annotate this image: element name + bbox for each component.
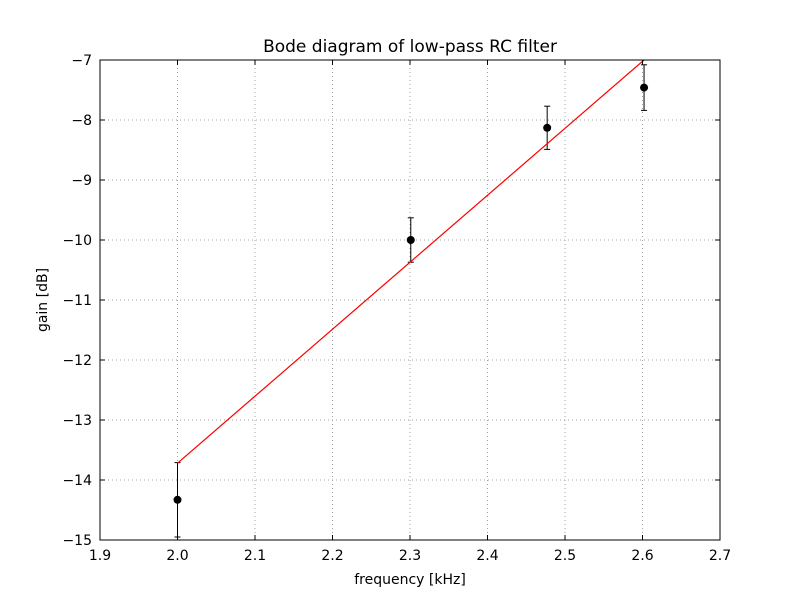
data-point xyxy=(406,236,415,244)
x-tick-label: 2.1 xyxy=(244,548,266,564)
ticks: 1.9 2.0 2.1 2.2 2.3 2.4 2.5 2.6 2.7 −15 −14 −13 −12 −… xyxy=(62,53,731,564)
x-tick-label: 2.0 xyxy=(166,548,188,564)
fit-line xyxy=(177,59,645,464)
x-axis-label: frequency [kHz] xyxy=(354,572,466,588)
y-tick-label: −14 xyxy=(62,473,92,489)
x-tick-label: 2.7 xyxy=(709,548,731,564)
data-point xyxy=(173,495,182,504)
chart-title: Bode diagram of low-pass RC filter xyxy=(263,37,557,57)
x-tick-label: 2.2 xyxy=(321,548,343,564)
y-tick-label: −9 xyxy=(71,173,92,189)
y-tick-label: −15 xyxy=(62,533,92,549)
y-tick-label: −13 xyxy=(62,413,92,429)
y-tick-label: −11 xyxy=(62,293,92,309)
x-tick-label: 2.3 xyxy=(399,548,421,564)
x-tick-label: 2.6 xyxy=(631,548,653,564)
data-point xyxy=(543,123,552,132)
x-tick-label: 1.9 xyxy=(89,548,111,564)
series-layer xyxy=(173,59,649,538)
x-tick-label: 2.5 xyxy=(554,548,576,564)
x-tick-label: 2.4 xyxy=(476,548,498,564)
y-tick-label: −8 xyxy=(71,113,92,129)
data-point xyxy=(640,83,649,92)
y-tick-label: −10 xyxy=(62,233,92,249)
grid xyxy=(99,59,721,541)
y-axis-label: gain [dB] xyxy=(35,268,51,332)
y-tick-label: −7 xyxy=(71,53,92,69)
y-tick-label: −12 xyxy=(62,353,92,369)
